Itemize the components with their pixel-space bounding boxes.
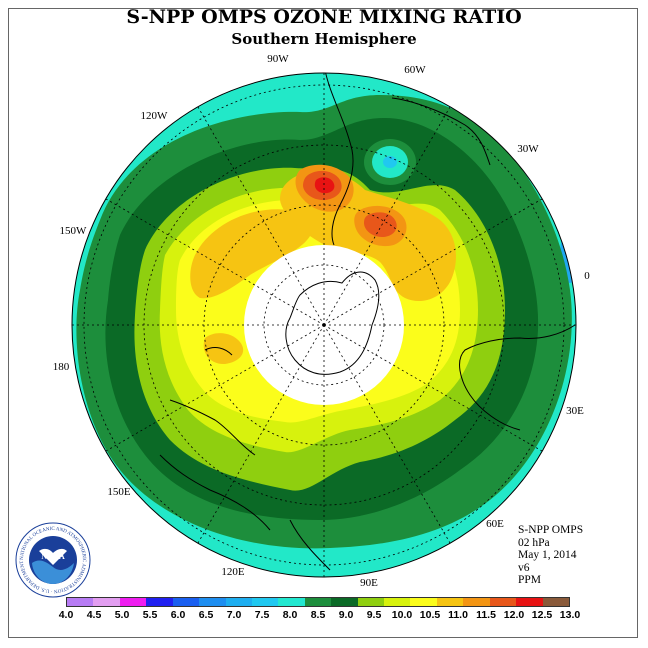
lon-label: 60W [404, 64, 426, 76]
colorbar-segment [119, 598, 147, 606]
colorbar-segment [93, 598, 120, 606]
colorbar-segment [436, 598, 464, 606]
lon-label: 150W [60, 225, 88, 237]
longitude-labels: 90W 60W 30W 0 30E 60E 90E 120E 150E 180 … [53, 53, 591, 589]
colorbar-tick-label: 13.0 [559, 609, 581, 621]
colorbar-segment [384, 598, 411, 606]
colorbar [66, 597, 570, 607]
colorbar-tick-label: 12.0 [503, 609, 525, 621]
colorbar-segment [542, 598, 570, 606]
colorbar-tick-label: 10.0 [391, 609, 413, 621]
colorbar-tick-label: 5.5 [142, 609, 158, 621]
pole-marker [322, 323, 326, 327]
colorbar-segment [410, 598, 437, 606]
colorbar-tick-label: 8.5 [310, 609, 326, 621]
colorbar-tick-label: 7.0 [226, 609, 242, 621]
lon-label: 150E [107, 486, 131, 498]
colorbar-segment [516, 598, 543, 606]
lon-label: 120E [221, 566, 245, 578]
map-title: S-NPP OMPS OZONE MIXING RATIO [126, 6, 522, 28]
colorbar-segment [331, 598, 358, 606]
contour-12-0-b [364, 212, 397, 237]
map-subtitle: Southern Hemisphere [231, 30, 417, 48]
colorbar-tick-label: 11.0 [448, 609, 468, 621]
colorbar-tick-label: 11.5 [476, 609, 496, 621]
lon-label: 120W [141, 110, 169, 122]
colorbar-tick-label: 9.5 [366, 609, 382, 621]
contour-7-5-hole-core [383, 156, 397, 168]
info-pressure-level: 02 hPa [518, 536, 550, 549]
colorbar-segment [225, 598, 252, 606]
lon-label: 30E [566, 405, 584, 417]
info-version: v6 [518, 561, 530, 574]
contour-12-5 [314, 177, 335, 194]
lon-label: 180 [53, 361, 70, 373]
colorbar-segment [251, 598, 279, 606]
coastlines [159, 73, 576, 571]
lon-label: 0 [584, 270, 590, 282]
colorbar-segment [304, 598, 332, 606]
colorbar-segment [172, 598, 200, 606]
lon-label: 30W [517, 143, 539, 155]
colorbar-tick-label: 8.0 [282, 609, 298, 621]
info-date: May 1, 2014 [518, 549, 577, 561]
lon-label: 90E [360, 577, 378, 589]
lon-label: 90W [267, 53, 289, 65]
colorbar-tick-label: 10.5 [419, 609, 441, 621]
svg-text:NOAA: NOAA [41, 552, 65, 561]
contour-11-0-west [203, 333, 244, 365]
colorbar-tick-label: 7.5 [254, 609, 270, 621]
info-instrument: S-NPP OMPS [518, 524, 584, 536]
contour-11-0 [190, 209, 314, 299]
colorbar-segment [357, 598, 385, 606]
colorbar-segment [489, 598, 517, 606]
colorbar-tick-label: 4.0 [58, 609, 74, 621]
colorbar-segment [67, 598, 94, 606]
graticule [72, 73, 576, 577]
noaa-logo: NATIONAL OCEANIC AND ATMOSPHERIC ADMINIS… [14, 521, 91, 598]
info-units: PPM [518, 574, 542, 586]
colorbar-segment [278, 598, 305, 606]
info-block: S-NPP OMPS 02 hPa May 1, 2014 v6 PPM [518, 524, 583, 587]
colorbar-segment [199, 598, 226, 606]
map-boundary [71, 72, 577, 578]
colorbar-tick-label: 12.5 [531, 609, 553, 621]
colorbar-ticks: 4.0 4.5 5.0 5.5 6.0 6.5 7.0 7.5 8.0 8.5 9.0 9.5 10.0… [0, 609, 648, 623]
colorbar-tick-label: 5.0 [114, 609, 130, 621]
colorbar-segment [146, 598, 173, 606]
colorbar-tick-label: 6.0 [170, 609, 186, 621]
colorbar-tick-label: 6.5 [198, 609, 214, 621]
lon-label: 60E [486, 518, 504, 530]
ozone-contours [72, 73, 576, 577]
colorbar-tick-label: 4.5 [86, 609, 102, 621]
colorbar-segment [463, 598, 490, 606]
antarctica-outline [285, 271, 380, 375]
colorbar-tick-label: 9.0 [338, 609, 354, 621]
